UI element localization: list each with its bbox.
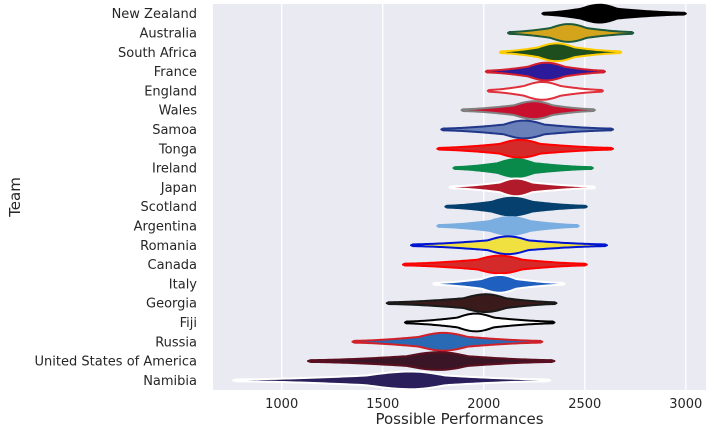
violin-russia xyxy=(351,331,544,352)
y-tick-label: Tonga xyxy=(158,142,197,157)
y-tick-label: South Africa xyxy=(118,46,197,61)
y-tick-label: France xyxy=(154,65,197,80)
y-tick-label: Japan xyxy=(160,181,197,196)
x-axis-label: Possible Performances xyxy=(375,410,543,428)
y-tick-label: Canada xyxy=(148,258,197,273)
violin-france xyxy=(484,61,606,82)
y-tick-label: Australia xyxy=(139,26,197,41)
violin-georgia xyxy=(385,293,558,314)
x-tick-label: 2500 xyxy=(568,397,601,412)
x-tick-label: 1000 xyxy=(265,397,298,412)
x-tick-label: 1500 xyxy=(366,397,399,412)
y-tick-label: Samoa xyxy=(152,123,197,138)
violin-australia xyxy=(506,23,635,43)
y-tick-label: England xyxy=(144,84,197,99)
violin-wales xyxy=(460,100,596,121)
violin-argentina xyxy=(436,216,580,236)
violin-namibia xyxy=(232,370,552,391)
violin-canada xyxy=(401,254,588,275)
x-tick-labels: 1000 1500 2000 2500 3000 xyxy=(265,397,702,412)
grid-lines xyxy=(281,4,687,390)
violin-england xyxy=(486,80,604,101)
violin-scotland xyxy=(444,196,588,217)
y-tick-label: Fiji xyxy=(180,316,197,331)
y-tick-label: Argentina xyxy=(134,219,197,234)
y-tick-label: Italy xyxy=(169,277,198,292)
violin-fiji xyxy=(403,312,556,333)
violin-tonga xyxy=(436,138,615,159)
violin-ireland xyxy=(452,158,594,178)
y-tick-label: Scotland xyxy=(140,200,197,215)
y-tick-labels: New Zealand Australia South Africa France En… xyxy=(35,7,198,389)
y-tick-label: Wales xyxy=(159,104,198,119)
x-tick-label: 2000 xyxy=(467,397,500,412)
y-tick-label: Russia xyxy=(155,335,197,350)
plot-background xyxy=(213,4,706,390)
x-tick-label: 3000 xyxy=(669,397,702,412)
y-axis-label: Team xyxy=(6,177,24,218)
y-tick-label: New Zealand xyxy=(112,7,197,22)
violins xyxy=(232,3,687,391)
violin-united-states-of-america xyxy=(306,351,556,371)
y-tick-label: United States of America xyxy=(35,355,197,370)
y-tick-label: Namibia xyxy=(143,374,197,389)
violin-japan xyxy=(448,177,596,198)
violin-south-africa xyxy=(498,42,623,63)
y-tick-label: Romania xyxy=(140,239,197,254)
violin-romania xyxy=(410,235,608,256)
y-tick-label: Ireland xyxy=(152,162,197,177)
y-tick-label: Georgia xyxy=(146,297,197,312)
violin-new-zealand xyxy=(541,3,687,24)
violin-italy xyxy=(432,273,566,294)
violin-samoa xyxy=(440,119,615,140)
